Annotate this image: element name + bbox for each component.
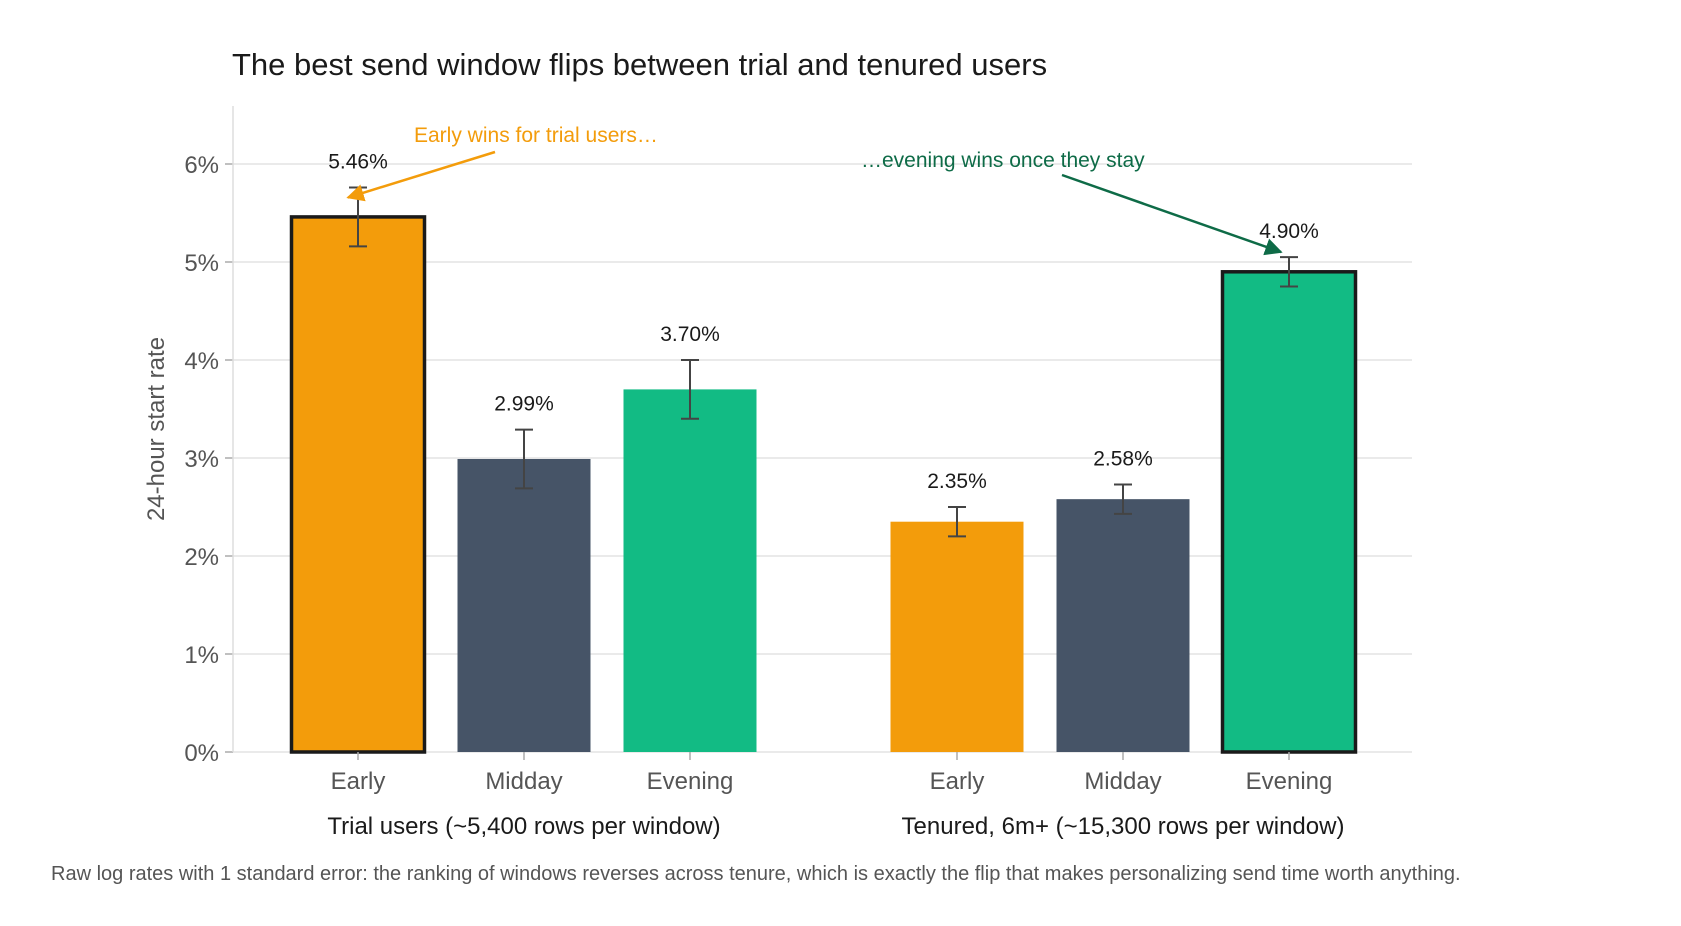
annotation-arrow: [1061, 173, 1283, 256]
x-tick-label: Evening: [647, 768, 734, 795]
data-label: 2.99%: [494, 393, 554, 416]
bar-evening: [1220, 270, 1358, 754]
x-tick-label: Early: [930, 768, 985, 795]
x-tick-label: Early: [331, 768, 386, 795]
error-bar: [515, 428, 533, 490]
y-axis-label: 24-hour start rate: [143, 337, 170, 521]
error-bar: [1114, 483, 1132, 515]
group-labels: Trial users (~5,400 rows per window) Tenu…: [327, 813, 1344, 840]
x-tick-label: Midday: [485, 768, 562, 795]
data-label: 5.46%: [328, 151, 388, 174]
y-tick-label: 6%: [184, 152, 219, 179]
y-tick-label: 2%: [184, 544, 219, 571]
annotation-text: Early wins for trial users…: [414, 124, 658, 147]
bar-midday: [1056, 499, 1190, 752]
bar-early: [289, 215, 427, 754]
error-bar: [1280, 256, 1298, 288]
gridlines: [225, 163, 1412, 753]
x-tick-labels: Early Midday Evening Early Midday Evening: [331, 752, 1333, 795]
annotations: Early wins for trial users… …evening wins…: [346, 124, 1283, 256]
data-label: 4.90%: [1259, 220, 1319, 243]
data-label: 2.35%: [927, 470, 987, 493]
chart-title: The best send window flips between trial…: [232, 47, 1047, 82]
bar-early: [890, 521, 1024, 752]
data-label: 3.70%: [660, 323, 720, 346]
bar-evening: [623, 389, 757, 752]
y-tick-label: 4%: [184, 348, 219, 375]
error-bar: [681, 359, 699, 420]
error-bar: [948, 506, 966, 538]
error-bars: [349, 186, 1298, 538]
group-label: Trial users (~5,400 rows per window): [327, 813, 720, 840]
annotation-arrow: [346, 150, 496, 202]
y-tick-labels: 0% 1% 2% 3% 4% 5% 6%: [184, 152, 219, 767]
annotation-text: …evening wins once they stay: [861, 149, 1145, 172]
bars: [289, 215, 1358, 754]
group-label: Tenured, 6m+ (~15,300 rows per window): [902, 813, 1345, 840]
bar-midday: [457, 458, 591, 752]
data-labels: 5.46% 2.99% 3.70% 2.35% 2.58% 4.90%: [328, 151, 1319, 493]
x-tick-label: Midday: [1084, 768, 1161, 795]
y-tick-label: 5%: [184, 250, 219, 277]
data-label: 2.58%: [1093, 447, 1153, 470]
x-tick-label: Evening: [1246, 768, 1333, 795]
y-tick-label: 0%: [184, 740, 219, 767]
y-tick-label: 3%: [184, 446, 219, 473]
y-tick-label: 1%: [184, 642, 219, 669]
chart-caption: Raw log rates with 1 standard error: the…: [51, 863, 1461, 885]
